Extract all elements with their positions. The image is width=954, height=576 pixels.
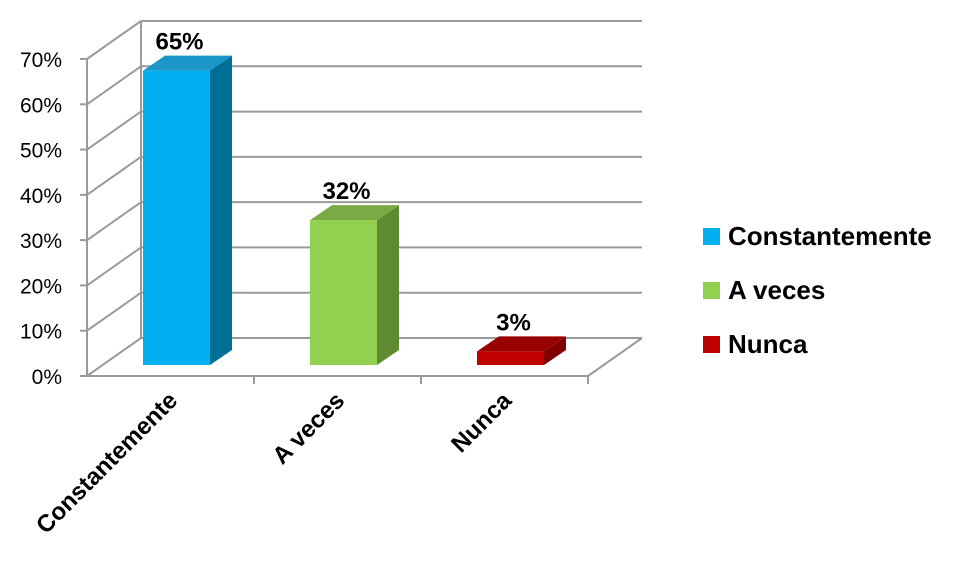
bar-nunca <box>477 351 544 365</box>
gridline-side <box>86 20 142 60</box>
y-tick-label: 50% <box>20 140 62 163</box>
y-tick-label: 30% <box>20 230 62 253</box>
legend-label: Nunca <box>728 328 808 359</box>
legend-item-a-veces: A veces <box>703 274 932 305</box>
legend-label: Constantemente <box>728 220 932 251</box>
legend: Constantemente A veces Nunca <box>703 220 932 384</box>
bar-side <box>544 336 566 365</box>
y-tick-label: 0% <box>32 366 62 389</box>
gridline-side <box>86 65 142 106</box>
bar-a-veces <box>310 220 377 365</box>
bar-top <box>477 336 566 352</box>
gridline-side <box>86 246 142 287</box>
bar-side <box>210 55 232 366</box>
y-tick-label: 70% <box>20 49 62 72</box>
data-label: 3% <box>496 309 531 336</box>
bar-top <box>143 55 232 71</box>
gridline-side <box>86 291 142 332</box>
legend-item-nunca: Nunca <box>703 328 932 359</box>
floor-right-edge <box>587 337 643 377</box>
y-tick-label: 40% <box>20 185 62 208</box>
legend-swatch <box>703 281 720 299</box>
data-label: 65% <box>155 29 203 56</box>
y-tick-label: 20% <box>20 275 62 298</box>
y-tick-label: 10% <box>20 321 62 344</box>
bar-constantemente <box>143 70 210 366</box>
gridline-side <box>86 156 142 196</box>
legend-swatch <box>703 227 720 245</box>
gridline-side <box>86 201 142 241</box>
gridline-side <box>86 110 142 151</box>
x-tick-label: Nunca <box>446 387 517 458</box>
gridline-side <box>86 337 142 377</box>
x-tick-label: A veces <box>267 387 350 470</box>
legend-swatch <box>703 335 720 353</box>
data-label: 32% <box>322 178 370 205</box>
x-tick-label: Constantemente <box>31 387 183 539</box>
legend-label: A veces <box>728 274 826 305</box>
legend-item-constantemente: Constantemente <box>703 220 932 251</box>
bar-top <box>310 205 399 221</box>
y-tick-label: 60% <box>20 94 62 117</box>
bar-side <box>377 205 399 365</box>
